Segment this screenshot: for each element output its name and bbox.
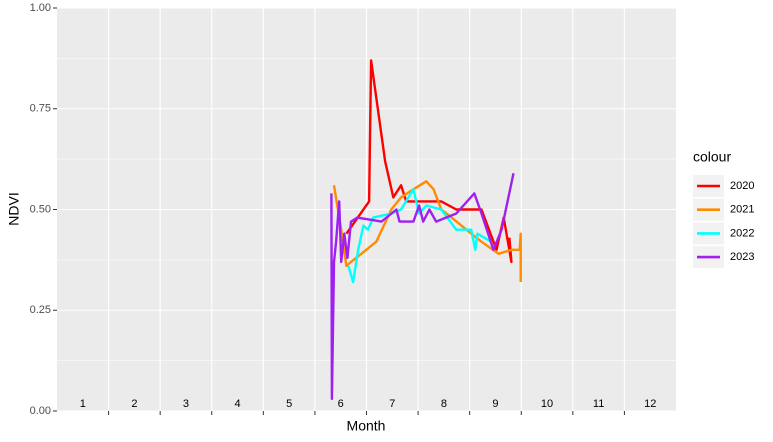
y-tick-label: 0.00 [30,405,51,417]
legend-label: 2022 [730,227,754,239]
x-tick-label: 5 [286,398,292,410]
legend-label: 2023 [730,251,754,263]
series-line [332,180,522,282]
x-tick-label: 1 [80,398,86,410]
legend-title: colour [693,149,731,165]
series-line [330,172,515,401]
x-tick-label: 4 [234,398,240,410]
y-axis-title: NDVI [6,192,22,225]
series-line [347,188,492,284]
x-tick-label: 6 [338,398,344,410]
x-tick-label: 3 [183,398,189,410]
y-tick-label: 0.50 [30,203,51,215]
y-tick-label: 0.75 [30,103,51,115]
y-tick-label: 1.00 [30,2,51,14]
y-tick-label: 0.25 [30,304,51,316]
x-axis-title: Month [347,418,386,434]
legend-label: 2021 [730,204,754,216]
x-tick-label: 12 [644,398,656,410]
x-tick-label: 10 [541,398,553,410]
x-tick-label: 9 [492,398,498,410]
x-tick-label: 11 [593,398,604,410]
x-tick-label: 7 [389,398,395,410]
x-tick-label: 2 [131,398,137,410]
legend-label: 2020 [730,180,754,192]
x-tick-label: 8 [441,398,447,410]
